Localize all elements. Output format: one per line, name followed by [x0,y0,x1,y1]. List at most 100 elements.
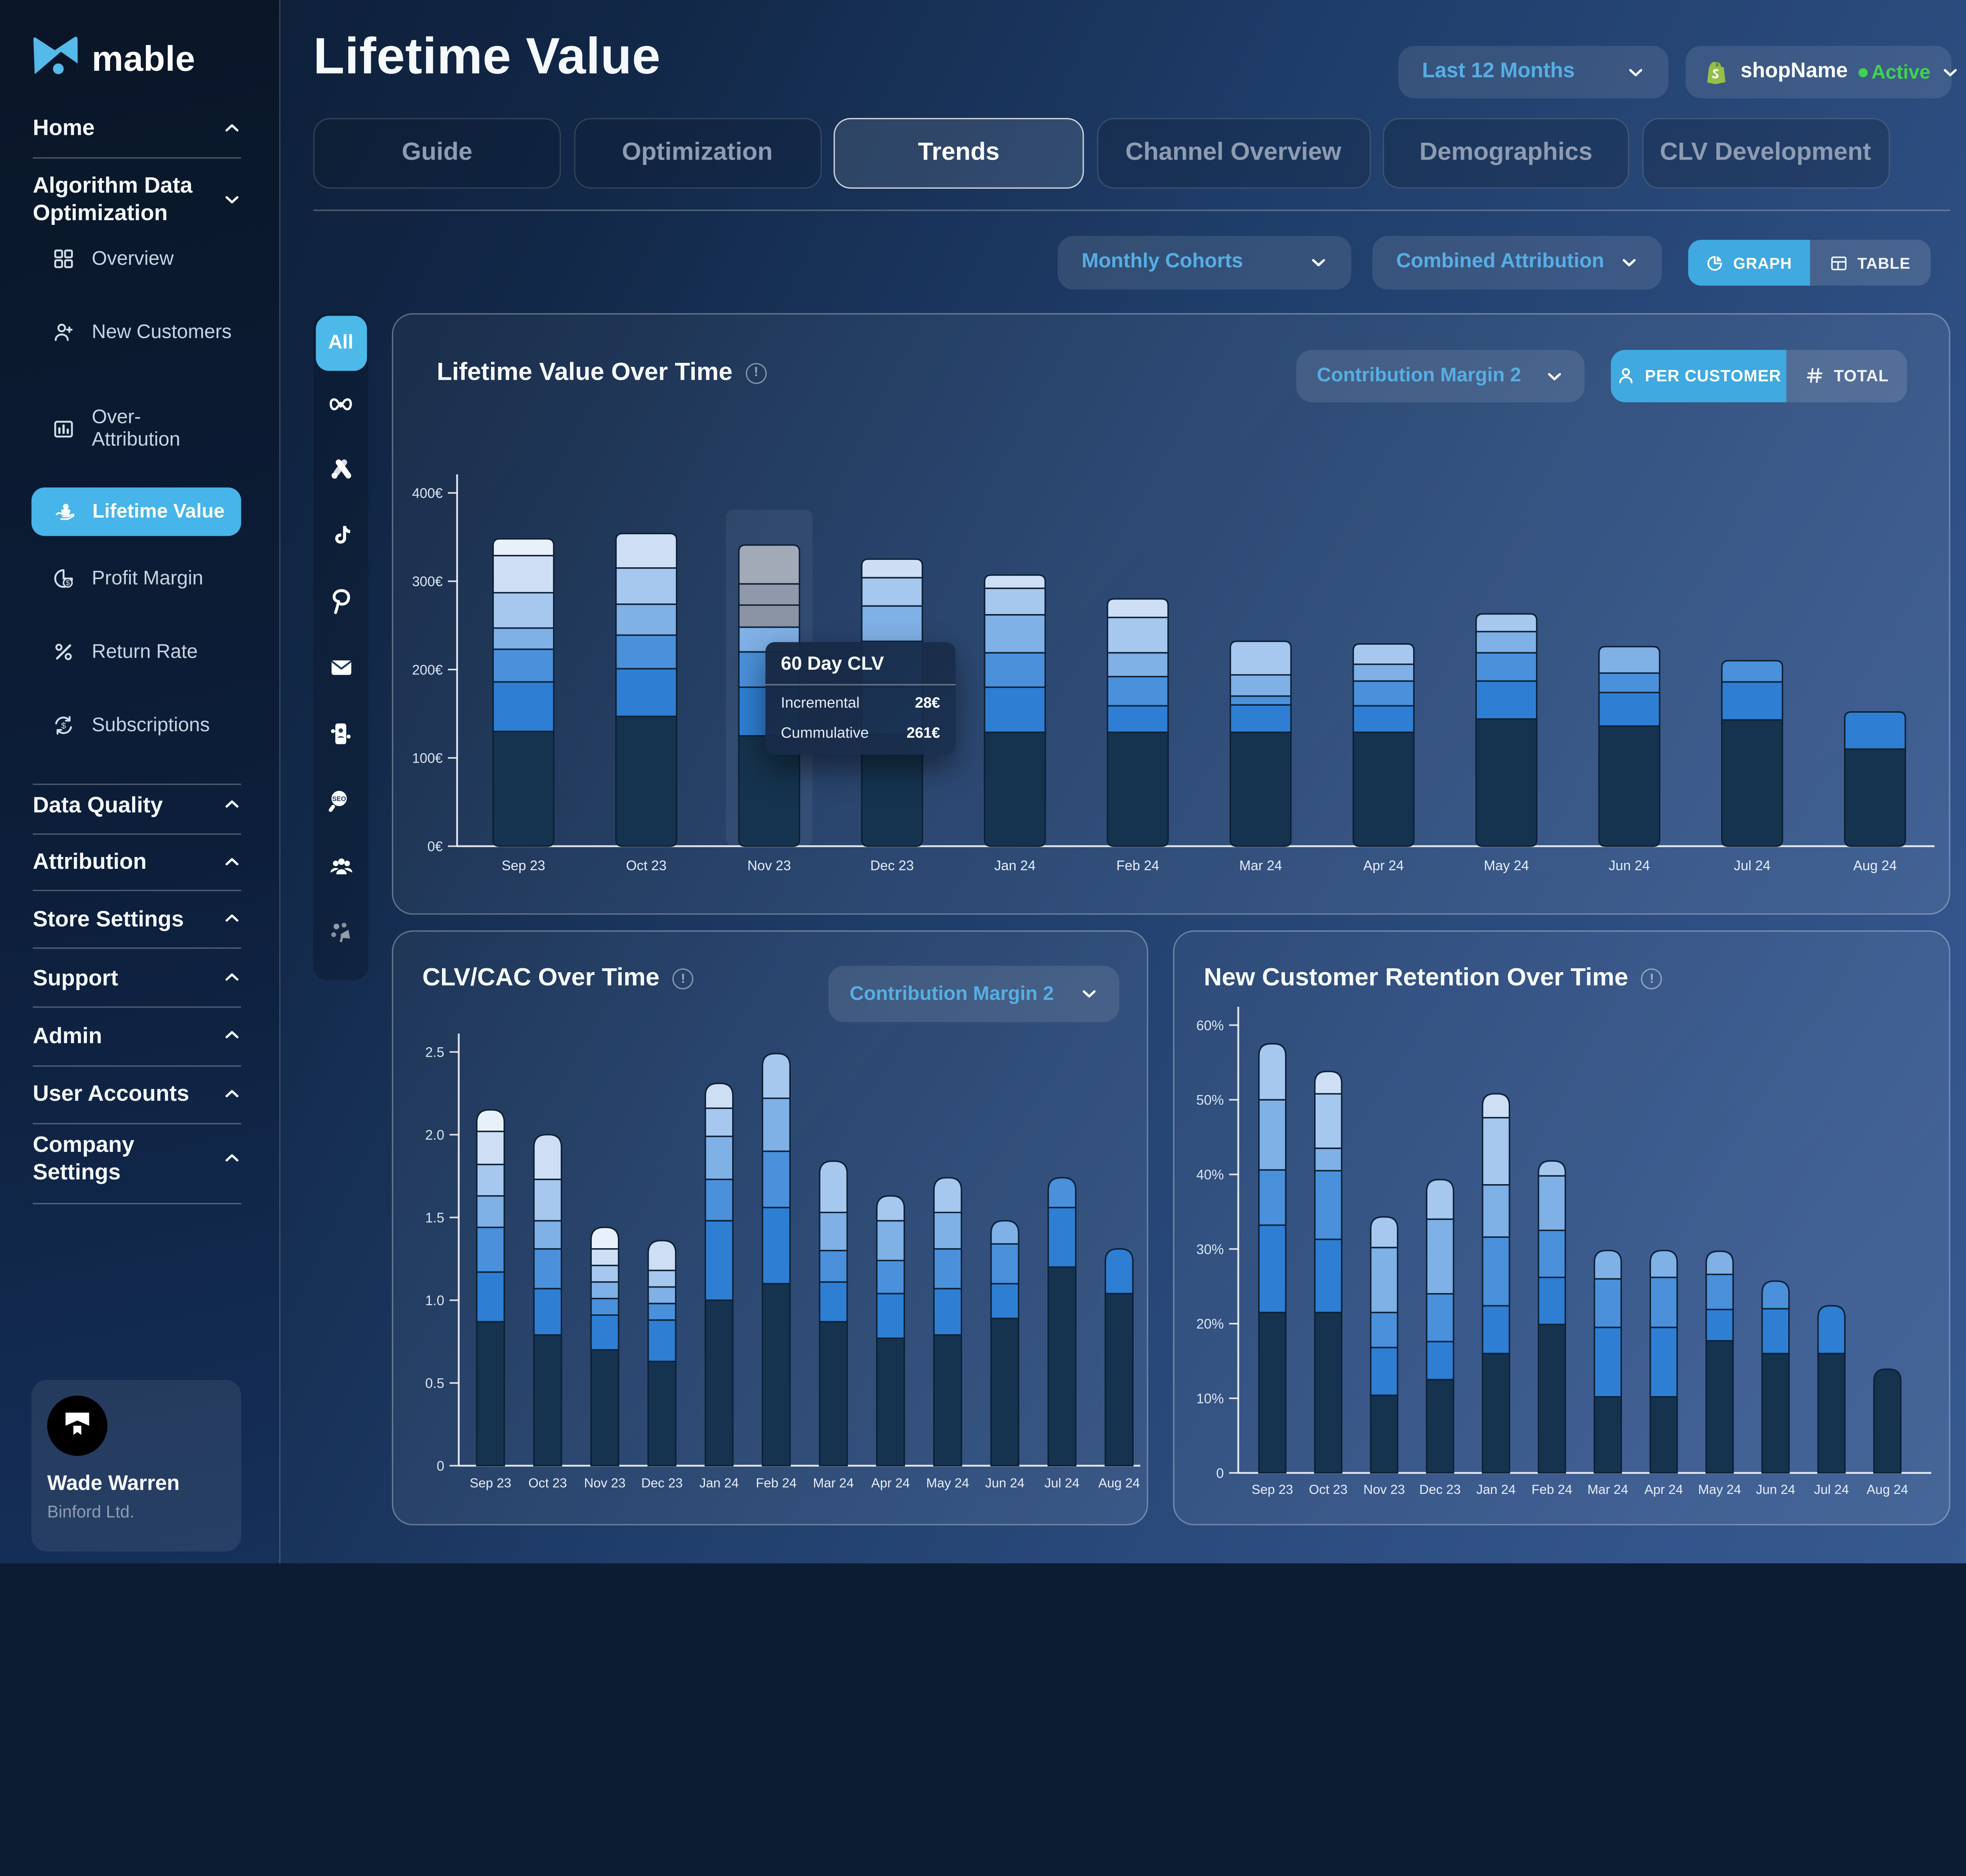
sidebar-section-company-settings[interactable]: Company Settings [33,1131,241,1186]
bar-segment-oct-23-3[interactable] [533,1220,562,1250]
attribution-dropdown[interactable]: Combined Attribution [1372,235,1662,290]
bar-segment-apr-24-1[interactable] [1649,1326,1678,1398]
brand-logo[interactable]: mable [31,34,195,84]
tab-trends[interactable]: Trends [834,118,1084,189]
bar-segment-may-24-0[interactable] [1475,718,1537,847]
bar-segment-feb-24-1[interactable] [761,1207,791,1285]
bar-segment-nov-23-0[interactable] [590,1349,619,1467]
bar-segment-oct-23-0[interactable] [533,1334,562,1467]
sidebar-section-support[interactable]: Support [33,964,241,991]
bar-segment-may-24-1[interactable] [933,1288,963,1336]
bar-segment-apr-24-3[interactable] [876,1220,905,1262]
bar-segment-jan-24-1[interactable] [704,1220,733,1301]
sidebar-section-user-accounts[interactable]: User Accounts [33,1080,241,1107]
sidebar-item-overview[interactable]: Overview [52,248,241,270]
sidebar-section-store-settings[interactable]: Store Settings [33,905,241,932]
bar-segment-nov-23-3[interactable] [1370,1247,1399,1313]
bar-segment-nov-23-0[interactable] [1370,1394,1399,1474]
bar-segment-jun-24-0[interactable] [1598,725,1660,847]
sidebar-item-return-rate[interactable]: Return Rate [52,641,241,663]
info-icon[interactable]: ! [746,362,767,384]
bar-segment-nov-23-1[interactable] [1370,1346,1399,1396]
bar-segment-jun-24-1[interactable] [1761,1308,1790,1354]
bar-segment-sep-23-3[interactable] [475,1195,505,1228]
bar-segment-jan-24-1[interactable] [1482,1305,1510,1354]
sidebar-section-attribution[interactable]: Attribution [33,848,241,875]
bar-segment-dec-23-0[interactable] [647,1361,676,1467]
bar-segment-apr-24-2[interactable] [1352,680,1414,707]
bar-segment-may-24-2[interactable] [933,1248,962,1291]
info-icon[interactable]: ! [1641,968,1662,989]
bar-segment-jul-24-0[interactable] [1816,1353,1846,1474]
channel-seo-button[interactable]: SEO [313,767,368,833]
bar-segment-nov-23-6[interactable] [738,544,800,585]
bar-segment-dec-23-4[interactable] [860,576,923,607]
tab-clv-development[interactable]: CLV Development [1642,118,1889,189]
bar-segment-apr-24-2[interactable] [876,1260,905,1295]
bar-segment-jun-24-2[interactable] [1598,672,1660,693]
bar-segment-mar-24-3[interactable] [818,1212,848,1251]
bar-segment-sep-23-1[interactable] [475,1271,505,1322]
bar-segment-may-24-0[interactable] [933,1334,962,1467]
bar-segment-mar-24-2[interactable] [1594,1278,1622,1329]
bar-segment-oct-23-5[interactable] [533,1134,562,1180]
bar-segment-oct-23-4[interactable] [1314,1092,1343,1149]
bar-segment-oct-23-0[interactable] [615,715,677,847]
bar-segment-jan-24-4[interactable] [1482,1116,1511,1186]
bar-segment-apr-24-4[interactable] [876,1195,905,1222]
sidebar-item-new-customers[interactable]: New Customers [52,321,241,343]
bar-segment-jan-24-3[interactable] [1482,1184,1510,1239]
bar-segment-aug-24-1[interactable] [1104,1248,1134,1295]
bar-segment-sep-23-0[interactable] [1258,1311,1287,1474]
bar-segment-feb-24-2[interactable] [1537,1229,1566,1278]
bar-segment-nov-23-3[interactable] [589,1281,619,1299]
info-icon[interactable]: ! [672,968,694,989]
bar-segment-jan-24-5[interactable] [704,1082,733,1109]
bar-segment-may-24-2[interactable] [1475,651,1537,682]
bar-segment-sep-23-6[interactable] [475,1109,505,1132]
bar-segment-sep-23-1[interactable] [1258,1224,1287,1313]
bar-segment-mar-24-0[interactable] [818,1321,848,1467]
bar-segment-jun-24-1[interactable] [1598,691,1660,726]
bar-segment-jan-24-3[interactable] [983,614,1046,653]
bar-segment-sep-23-4[interactable] [492,592,554,629]
bar-segment-jan-24-5[interactable] [983,574,1046,589]
tab-optimization[interactable]: Optimization [573,118,821,189]
bar-segment-jan-24-4[interactable] [704,1107,733,1137]
bar-segment-mar-24-3[interactable] [1229,673,1292,697]
seg-mode-total[interactable]: TOTAL [1787,349,1907,403]
bar-segment-jul-24-2[interactable] [1047,1177,1076,1208]
bar-segment-may-24-4[interactable] [1475,612,1537,633]
seg-mode-per-customer[interactable]: PER CUSTOMER [1610,349,1787,403]
bar-segment-nov-23-0[interactable] [738,734,800,847]
bar-segment-nov-23-2[interactable] [590,1298,619,1316]
bar-segment-oct-23-4[interactable] [614,567,677,606]
channel-influencer-button[interactable] [313,701,368,767]
period-dropdown[interactable]: Last 12 Months [1398,46,1669,99]
bar-segment-dec-23-3[interactable] [647,1286,676,1304]
channel-all-button[interactable]: All [315,315,366,370]
bar-segment-apr-24-3[interactable] [1649,1250,1678,1278]
sidebar-item-over-attribution[interactable]: Over-Attribution [52,406,241,451]
bar-segment-jan-24-2[interactable] [704,1179,733,1222]
bar-segment-jan-24-5[interactable] [1482,1093,1511,1118]
bar-segment-mar-24-4[interactable] [1229,640,1292,675]
bar-segment-aug-24-1[interactable] [1843,711,1906,750]
bar-segment-apr-24-0[interactable] [1352,731,1414,847]
bar-segment-mar-24-0[interactable] [1229,731,1292,847]
bar-segment-may-24-3[interactable] [1705,1251,1734,1275]
bar-segment-nov-23-6[interactable] [589,1227,619,1250]
sidebar-section-algorithm-data-optimization[interactable]: Algorithm Data Optimization [33,172,241,227]
bar-segment-apr-24-0[interactable] [1648,1396,1678,1474]
seg-view-table[interactable]: TABLE [1810,239,1931,286]
bar-segment-sep-23-0[interactable] [492,730,554,847]
bar-segment-nov-23-4[interactable] [738,604,800,628]
bar-segment-oct-23-3[interactable] [1314,1148,1343,1172]
bar-segment-feb-24-4[interactable] [1537,1160,1566,1177]
bar-segment-oct-23-1[interactable] [533,1288,562,1336]
bar-segment-sep-23-3[interactable] [1258,1099,1287,1171]
bar-segment-jun-24-2[interactable] [1761,1280,1790,1310]
bar-segment-jul-24-1[interactable] [1721,681,1783,721]
bar-segment-sep-23-4[interactable] [475,1164,505,1197]
bar-segment-nov-23-4[interactable] [1370,1216,1399,1249]
